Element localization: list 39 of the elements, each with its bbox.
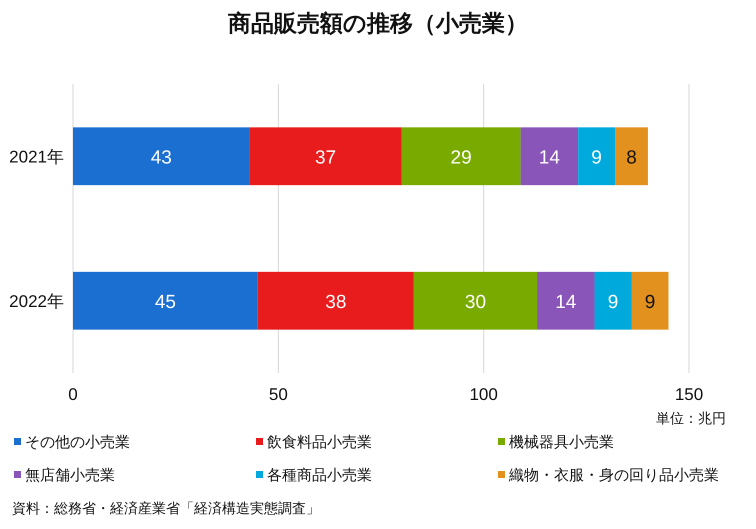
data-label: 30 bbox=[464, 292, 486, 313]
legend-item: 織物・衣服・身の回り品小売業 bbox=[498, 467, 719, 484]
data-label: 9 bbox=[591, 147, 602, 168]
annotation: 単位：兆円 bbox=[656, 410, 726, 426]
bar bbox=[73, 272, 258, 330]
legend-item: その他の小売業 bbox=[14, 434, 130, 451]
data-label: 14 bbox=[538, 147, 560, 168]
data-label: 29 bbox=[450, 147, 472, 168]
data-label: 9 bbox=[644, 292, 656, 313]
bar bbox=[414, 272, 538, 330]
title: 商品販売額の推移（小売業） bbox=[228, 10, 528, 36]
x-tick: 100 bbox=[469, 385, 498, 404]
bar bbox=[594, 272, 632, 330]
bar bbox=[73, 127, 250, 186]
bar bbox=[258, 272, 414, 330]
bar bbox=[632, 272, 668, 330]
legend-item: 各種商品小売業 bbox=[256, 467, 372, 484]
bar bbox=[615, 127, 648, 186]
x-tick: 50 bbox=[268, 385, 288, 404]
legend-item: 無店舗小売業 bbox=[14, 467, 115, 484]
x-tick: 150 bbox=[674, 385, 704, 404]
legend-item: 飲食料品小売業 bbox=[256, 434, 372, 451]
data-label: 38 bbox=[325, 292, 346, 313]
bar bbox=[578, 127, 616, 186]
data-label: 9 bbox=[608, 292, 618, 313]
x-tick: 0 bbox=[68, 385, 78, 404]
data-label: 45 bbox=[154, 292, 176, 313]
annotation: 資料：総務省・経済産業省「経済構造実態調査」 bbox=[12, 500, 320, 516]
data-label: 8 bbox=[626, 147, 637, 168]
legend-item: 機械器具小売業 bbox=[498, 434, 614, 451]
data-label: 37 bbox=[315, 147, 336, 168]
data-label: 43 bbox=[150, 147, 172, 168]
data-label: 14 bbox=[555, 292, 576, 313]
bar bbox=[250, 127, 402, 186]
bar bbox=[402, 127, 521, 186]
bar bbox=[520, 127, 578, 186]
bar bbox=[537, 272, 595, 330]
y-tick: 2022年 bbox=[9, 292, 64, 311]
y-tick: 2021年 bbox=[9, 147, 64, 166]
